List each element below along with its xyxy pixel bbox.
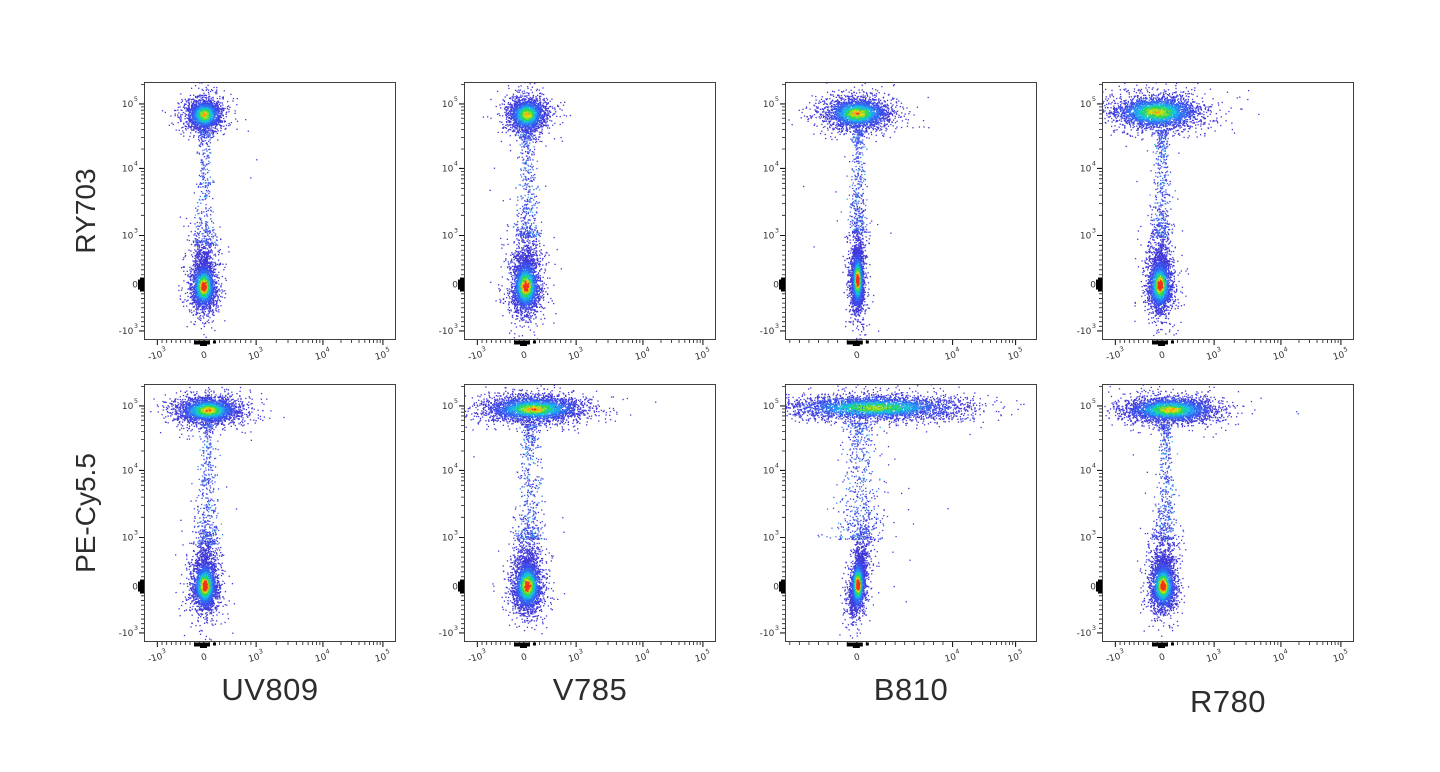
col-label-r780: R780 [1189, 684, 1267, 719]
row-label-pe-cy5-5: PE-Cy5.5 [70, 453, 101, 573]
plot-ry703-v785 [422, 72, 726, 374]
col-label-v785: V785 [552, 672, 628, 707]
col-label-uv809: UV809 [221, 672, 319, 707]
plot-ry703-r780 [1060, 72, 1364, 374]
col-label-b810: B810 [873, 672, 949, 707]
plot-pe-cy5-5-b810 [743, 374, 1047, 676]
plot-pe-cy5-5-v785 [422, 374, 726, 676]
plot-pe-cy5-5-uv809 [102, 374, 406, 676]
row-label-ry703: RY703 [70, 168, 101, 254]
plot-ry703-uv809 [102, 72, 406, 374]
plot-pe-cy5-5-r780 [1060, 374, 1364, 676]
plot-ry703-b810 [743, 72, 1047, 374]
